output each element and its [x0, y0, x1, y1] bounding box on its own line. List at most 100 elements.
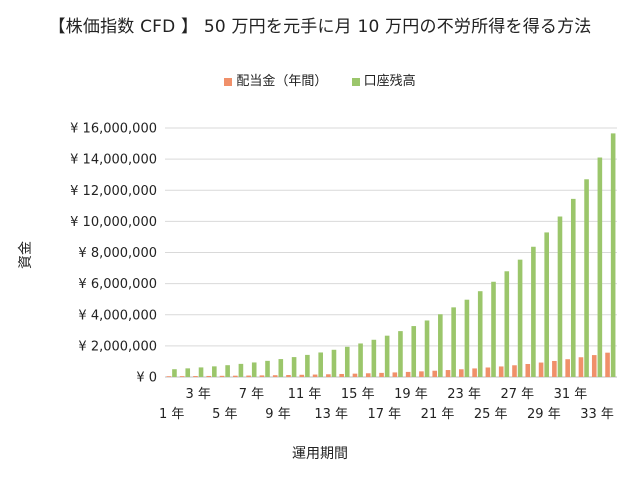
bar-dividend [352, 373, 358, 377]
bar-balance [491, 281, 496, 377]
bar-balance [198, 367, 204, 377]
bar-balance [238, 363, 244, 377]
x-tick-label: 31 年 [554, 387, 588, 402]
bar-balance [544, 232, 549, 377]
bar-balance [212, 366, 217, 377]
bar-balance [584, 179, 589, 377]
bar-balance [610, 133, 616, 377]
bar-dividend [166, 376, 172, 377]
bar-balance [451, 307, 456, 377]
bar-dividend [233, 375, 238, 377]
y-tick-labels: ¥ 0 ¥ 2,000,000 ¥ 4,000,000 ¥ 6,000,000 ¥ 8,… [70, 122, 157, 386]
bar-balance [358, 343, 363, 377]
bar-balance [225, 365, 230, 377]
legend-swatch-balance [351, 77, 360, 86]
bar-dividend [193, 376, 198, 377]
bar-dividend [219, 375, 225, 377]
bar-dividend [591, 355, 597, 377]
bar-dividend [512, 365, 517, 377]
bar-dividend [179, 376, 185, 377]
bar-balance [251, 362, 257, 377]
bar-balance [557, 216, 563, 377]
y-tick-label: ¥ 0 [136, 371, 157, 386]
bar-balance [398, 331, 403, 377]
y-tick-label: ¥ 14,000,000 [70, 153, 157, 168]
x-tick-label: 21 年 [421, 407, 455, 422]
bar-dividend [472, 368, 477, 377]
y-tick-label: ¥ 6,000,000 [78, 277, 157, 292]
bar-balance [517, 259, 523, 377]
bar-balance [464, 299, 470, 377]
x-tick-label: 1 年 [159, 407, 184, 422]
bar-balance [344, 346, 350, 377]
bar-dividend [432, 370, 438, 377]
y-tick-label: ¥ 2,000,000 [78, 339, 157, 354]
bar-dividend [206, 375, 212, 377]
bar-balance [438, 314, 443, 377]
x-tick-label: 27 年 [500, 387, 534, 402]
bar-dividend [379, 372, 384, 377]
bar-dividend [445, 370, 451, 377]
bar-balance [291, 357, 297, 377]
bar-dividend [365, 373, 371, 377]
legend-item-dividend: 配当金（年間） [224, 70, 327, 89]
bar-balance [318, 352, 323, 377]
bar-balance [424, 320, 430, 377]
legend-label-balance: 口座残高 [363, 74, 416, 89]
x-axis-label: 運用期間 [292, 446, 348, 462]
chart-title: 【株価指数 CFD 】 50 万円を元手に月 10 万円の不労所得を得る方法 [48, 17, 592, 37]
gridlines [165, 127, 617, 378]
x-tick-label: 11 年 [288, 387, 322, 402]
x-tick-label: 19 年 [394, 387, 428, 402]
x-tick-label: 9 年 [265, 407, 290, 422]
bar-balance [185, 368, 191, 377]
legend-label-dividend: 配当金（年間） [236, 74, 328, 89]
bar-dividend [246, 375, 251, 377]
bars [166, 133, 616, 377]
legend: 配当金（年間） 口座残高 [0, 70, 640, 89]
bar-dividend [272, 375, 278, 377]
bar-dividend [339, 373, 344, 377]
bar-dividend [419, 371, 424, 377]
y-tick-label: ¥ 12,000,000 [70, 184, 157, 199]
bar-dividend [392, 372, 398, 377]
bar-dividend [326, 374, 331, 377]
bar-balance [504, 271, 510, 377]
y-tick-label: ¥ 4,000,000 [78, 308, 157, 323]
x-tick-label: 5 年 [212, 407, 237, 422]
legend-swatch-dividend [224, 77, 233, 86]
x-tick-label: 33 年 [580, 407, 614, 422]
x-tick-label: 29 年 [527, 407, 561, 422]
bar-balance [597, 157, 603, 377]
bar-dividend [286, 375, 291, 377]
bar-balance [384, 335, 390, 377]
y-axis-label: 資金 [18, 241, 34, 269]
x-tick-label: 25 年 [474, 407, 508, 422]
bar-dividend [538, 362, 544, 377]
x-tick-label: 15 年 [341, 387, 375, 402]
bar-balance [531, 246, 536, 377]
bar-dividend [405, 371, 411, 377]
bar-balance [265, 360, 270, 377]
bar-balance [331, 349, 337, 377]
bar-balance [411, 326, 417, 377]
x-tick-labels: 1 年3 年5 年7 年9 年 11 年 13 年 15 年 17 年 19 年 21 年 2… [159, 387, 614, 422]
bar-dividend [459, 369, 464, 377]
x-tick-label: 23 年 [447, 387, 481, 402]
bar-balance [477, 291, 483, 377]
x-tick-label: 7 年 [239, 387, 264, 402]
x-tick-label: 3 年 [186, 387, 211, 402]
bar-balance [278, 359, 284, 377]
bar-balance [371, 339, 377, 377]
y-tick-label: ¥ 8,000,000 [78, 246, 157, 261]
bar-dividend [552, 360, 557, 377]
bar-dividend [525, 363, 531, 377]
bar-dividend [312, 374, 318, 377]
bar-dividend [605, 352, 610, 377]
bar-dividend [259, 375, 265, 377]
bar-dividend [485, 367, 491, 377]
x-tick-label: 13 年 [314, 407, 348, 422]
bar-balance [570, 198, 576, 377]
x-tick-label: 17 年 [368, 407, 402, 422]
